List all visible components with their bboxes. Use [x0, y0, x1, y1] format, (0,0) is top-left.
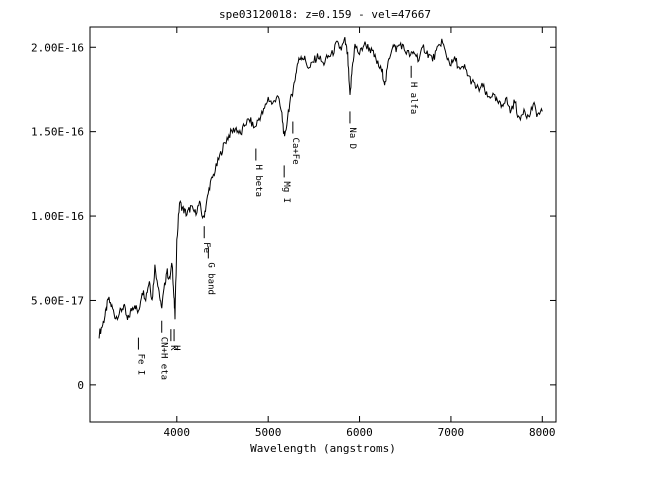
chart-title: spe03120018: z=0.159 - vel=47667 — [219, 8, 431, 21]
x-tick-label: 8000 — [529, 426, 556, 439]
feature-label: CN+H eta — [159, 337, 169, 380]
y-tick-label: 0 — [77, 379, 84, 392]
x-tick-label: 7000 — [438, 426, 465, 439]
y-tick-label: 1.00E-16 — [31, 210, 84, 223]
axis-ticks — [90, 27, 556, 422]
feature-label: Fe I — [135, 354, 145, 376]
feature-annotations: Fe I CN+H eta KH Fe G band H beta Mg I Ca+Fe Na … — [135, 65, 418, 380]
feature-label: H — [171, 345, 181, 350]
spectrum-series-line — [98, 37, 543, 339]
feature-label: Na D — [347, 127, 357, 149]
y-tick-label: 2.00E-16 — [31, 41, 84, 54]
plot-frame — [89, 26, 557, 423]
y-tick-label: 1.50E-16 — [31, 126, 84, 139]
x-tick-label: 6000 — [346, 426, 373, 439]
feature-label: Ca+Fe — [290, 138, 300, 165]
feature-label: Fe — [201, 242, 211, 253]
feature-label: H alfa — [408, 82, 418, 115]
x-axis-label: Wavelength (angstroms) — [250, 442, 396, 455]
feature-label: G band — [205, 262, 215, 295]
feature-label: Mg I — [281, 181, 291, 203]
feature-label: K — [168, 345, 178, 351]
y-tick-label: 5.00E-17 — [31, 294, 84, 307]
feature-label: H beta — [253, 165, 263, 198]
x-tick-label: 5000 — [255, 426, 282, 439]
axis-tick-labels: 4000 5000 6000 7000 8000 0 5.00E-17 1.00E-16 1.5… — [31, 41, 556, 439]
x-tick-label: 4000 — [164, 426, 191, 439]
